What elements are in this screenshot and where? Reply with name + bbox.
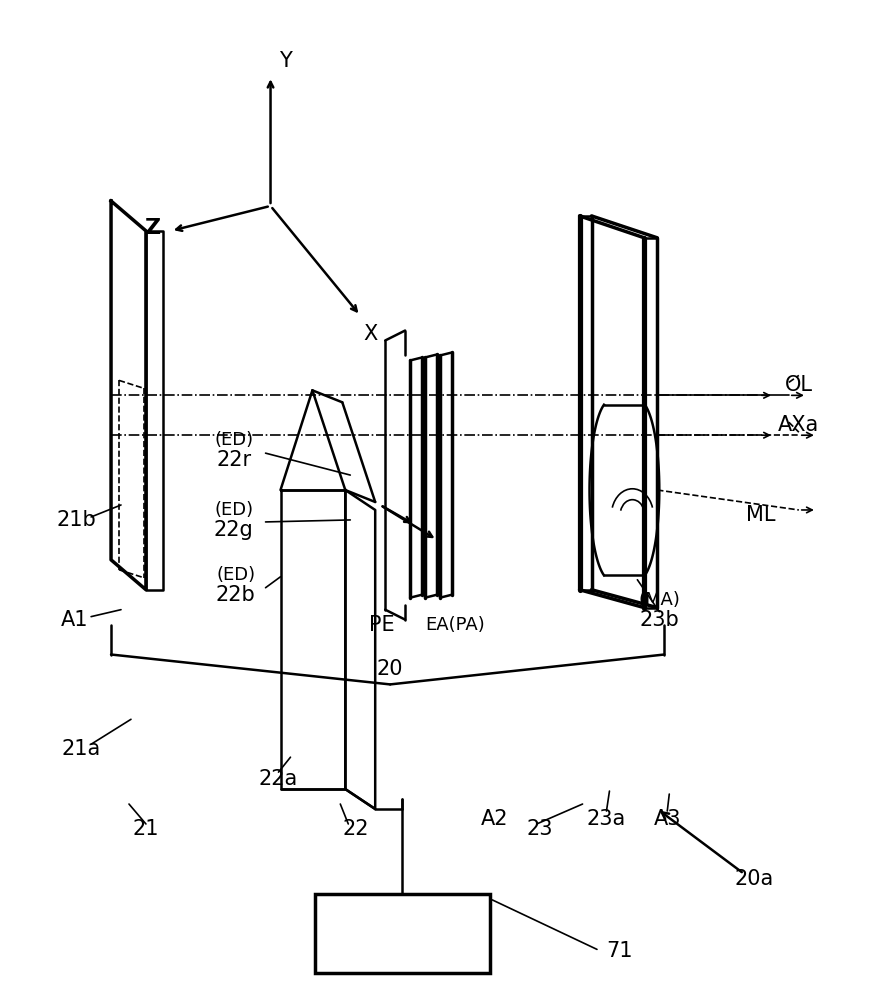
Text: Z: Z (145, 218, 161, 238)
Text: 23a: 23a (587, 809, 625, 829)
Text: 22b: 22b (215, 585, 255, 605)
Text: (ED): (ED) (214, 501, 253, 519)
Text: X: X (363, 324, 377, 344)
Text: AXa: AXa (777, 415, 818, 435)
Bar (315, 894, 489, 973)
Text: (MA): (MA) (637, 591, 680, 609)
Text: ML: ML (745, 505, 775, 525)
Text: 23b: 23b (638, 610, 679, 630)
Text: (ED): (ED) (216, 566, 255, 584)
Text: 21a: 21a (61, 739, 101, 759)
Text: A1: A1 (61, 610, 88, 630)
Text: Y: Y (278, 51, 291, 71)
Text: 21: 21 (133, 819, 159, 839)
Text: 71: 71 (606, 941, 632, 961)
Text: A3: A3 (652, 809, 680, 829)
Text: 21b: 21b (56, 510, 96, 530)
Text: A2: A2 (480, 809, 508, 829)
Text: OL: OL (784, 375, 812, 395)
Text: 22g: 22g (213, 520, 253, 540)
Text: 23: 23 (526, 819, 552, 839)
Text: EA(PA): EA(PA) (425, 616, 485, 634)
Text: 22: 22 (342, 819, 368, 839)
Text: 20: 20 (377, 659, 403, 679)
Text: PE: PE (369, 615, 394, 635)
Text: 22r: 22r (216, 450, 251, 470)
Text: 22a: 22a (259, 769, 298, 789)
Text: 20a: 20a (733, 869, 773, 889)
Text: (ED): (ED) (214, 431, 253, 449)
